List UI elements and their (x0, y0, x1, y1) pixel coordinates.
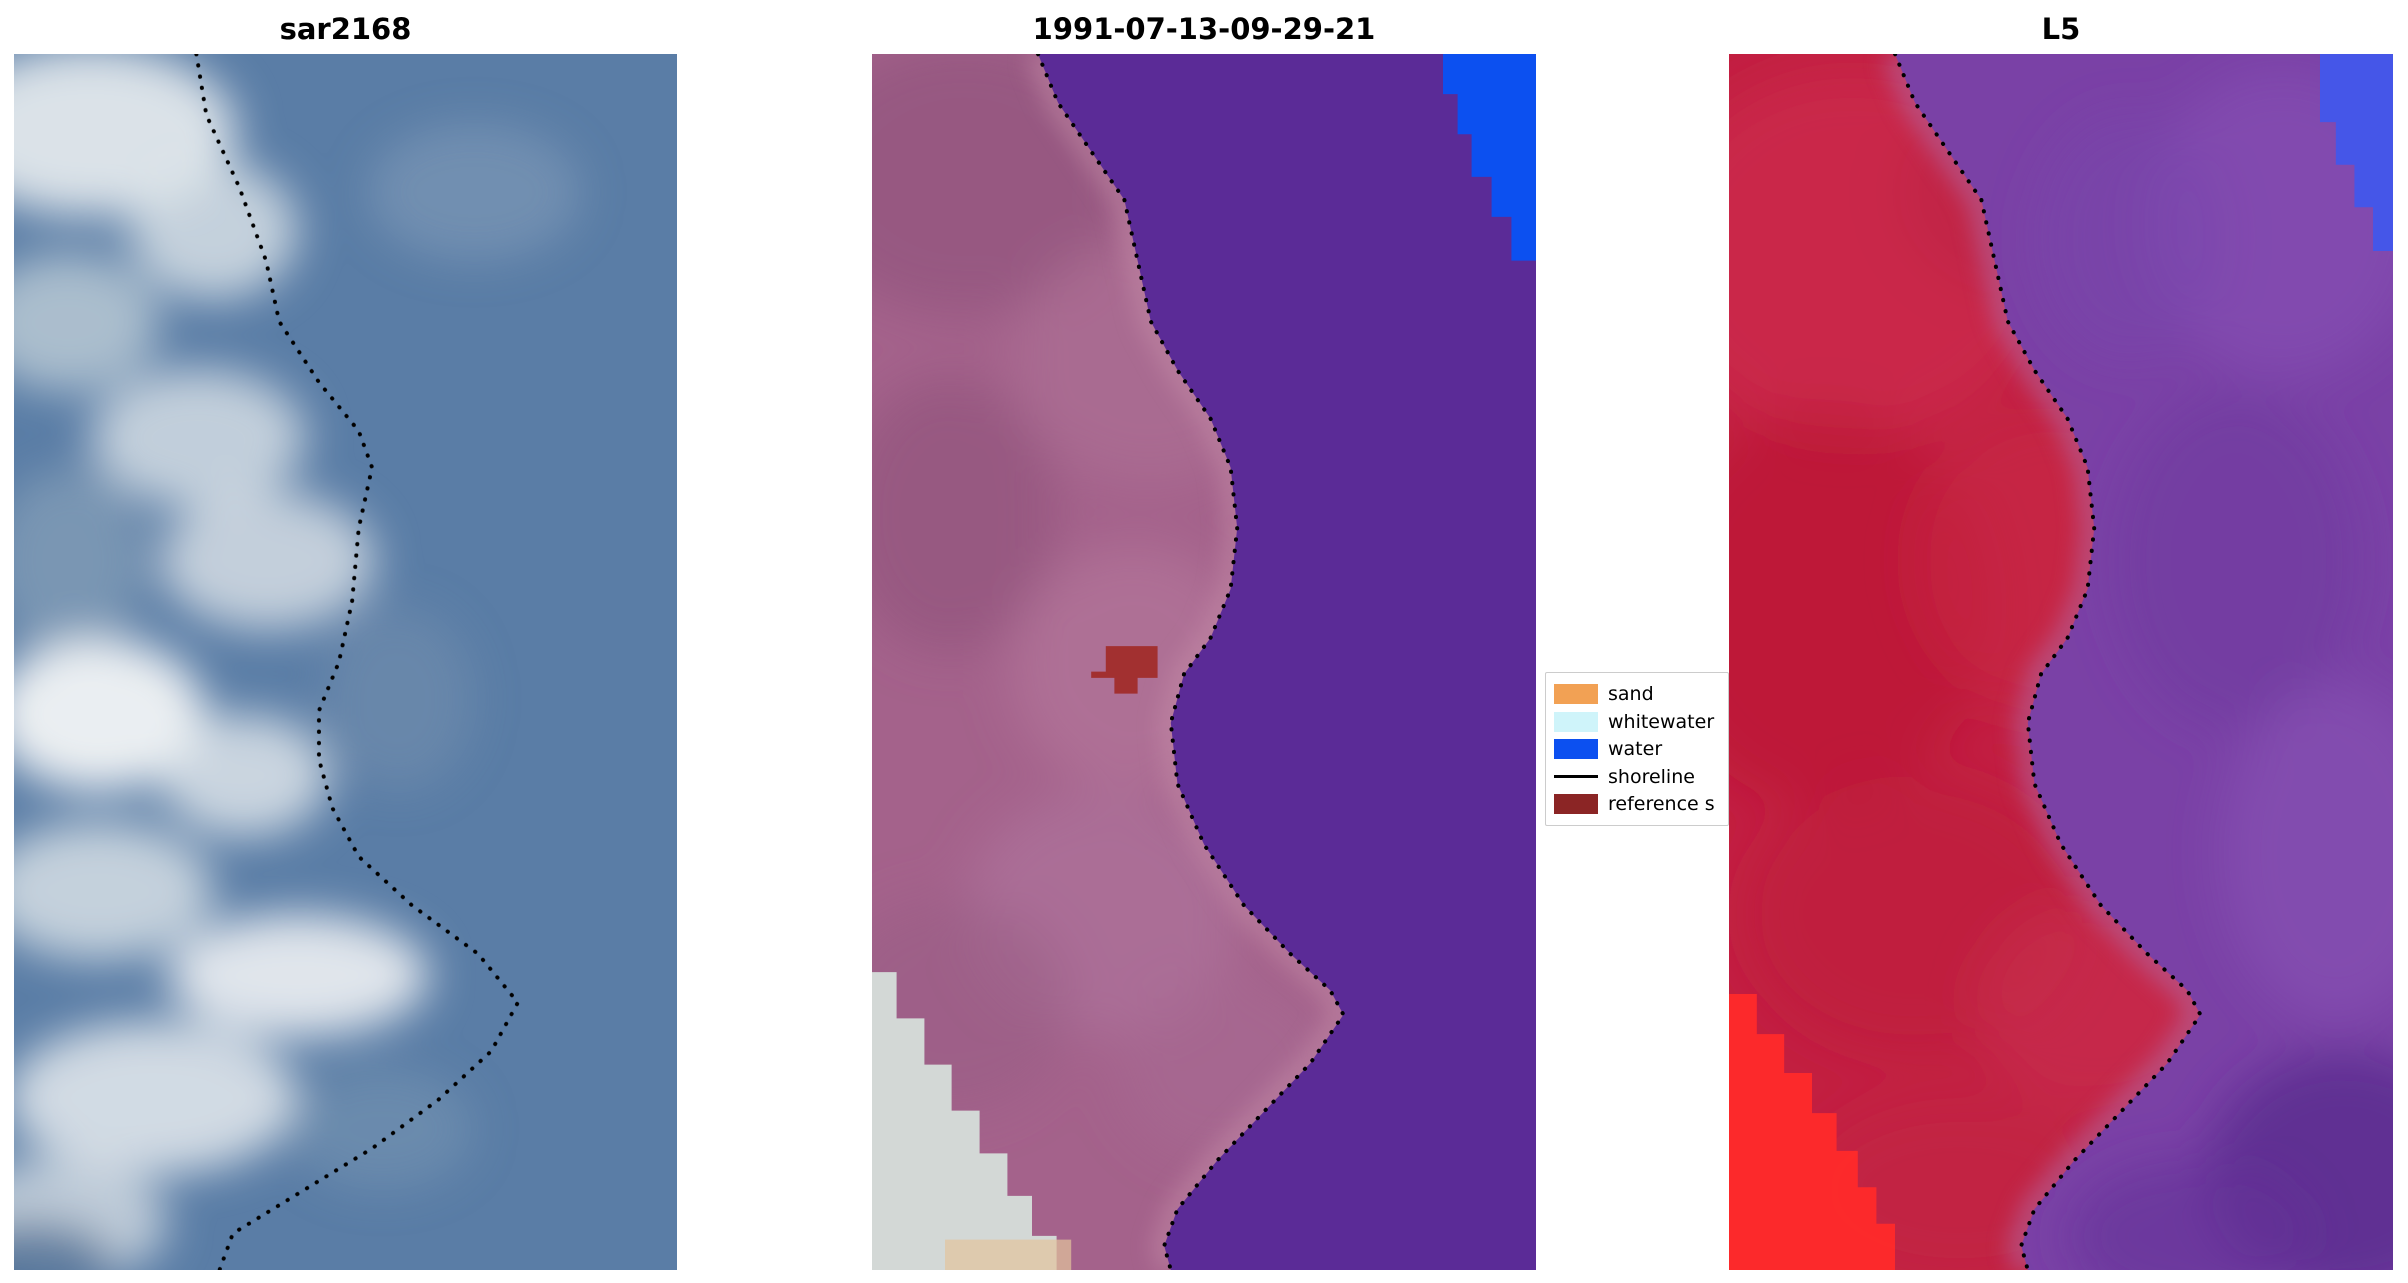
classified-image (872, 54, 1536, 1270)
legend-item-sand: sand (1554, 681, 1728, 707)
sand-swatch (1554, 684, 1598, 704)
hot-red-patch (1729, 993, 1895, 1270)
legend-label-water: water (1608, 738, 1663, 760)
classified-water-region (1038, 54, 1536, 1270)
panel-title-date: 1991-07-13-09-29-21 (1032, 12, 1376, 46)
sar-land-texture (14, 54, 582, 1270)
whitewater-swatch (1554, 711, 1598, 732)
sand-strip (945, 1239, 1072, 1270)
legend-item-reference-shoreline: reference s (1554, 791, 1728, 817)
legend-label-sand: sand (1608, 683, 1654, 705)
legend-item-whitewater: whitewater (1554, 709, 1728, 735)
legend-label-whitewater: whitewater (1608, 710, 1715, 733)
reference-sand-patch (1091, 646, 1158, 694)
legend-label-reference-shoreline: reference s (1608, 793, 1715, 815)
sar-image (14, 54, 677, 1270)
panel-l5-image (1729, 54, 2393, 1270)
legend-item-shoreline: shoreline (1554, 764, 1728, 790)
legend: sand whitewater water shoreline referenc… (1545, 672, 1729, 826)
water-swatch (1554, 739, 1598, 759)
reference-shoreline-swatch (1554, 794, 1598, 814)
land-texture (872, 54, 1334, 1160)
panel-classified-image (872, 54, 1536, 1270)
water-texture (2036, 69, 2393, 1270)
panel-title-l5: L5 (2041, 12, 2081, 46)
legend-item-water: water (1554, 736, 1728, 762)
l5-image (1729, 54, 2393, 1270)
blue-water-patch (2319, 54, 2393, 251)
shoreline-path (194, 54, 521, 1270)
shoreline-line-swatch (1554, 775, 1598, 778)
blue-water-patch (1443, 54, 1536, 261)
panel-title-sar: sar2168 (279, 12, 412, 46)
cloud-patch (872, 972, 1057, 1270)
legend-label-shoreline: shoreline (1608, 765, 1695, 788)
panel-sar-image (14, 54, 677, 1270)
